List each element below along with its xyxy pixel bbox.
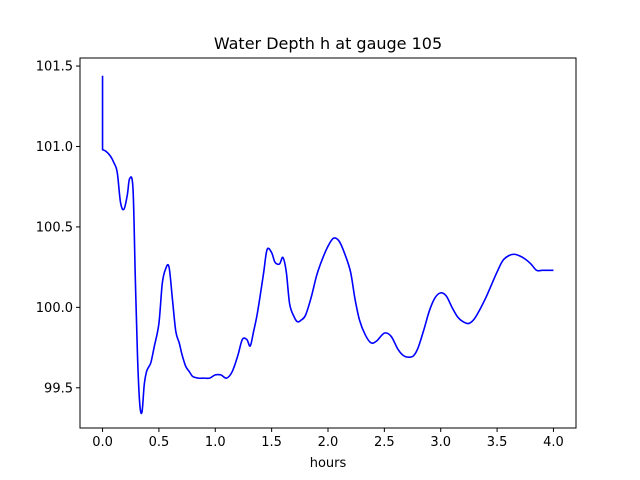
y-tick-label: 99.5 — [44, 381, 73, 396]
x-tick-label: 1.0 — [205, 435, 226, 450]
y-tick-label: 100.5 — [36, 220, 73, 235]
x-axis-ticks: 0.0 0.5 1.0 1.5 2.0 2.5 3.0 3.5 4.0 — [92, 428, 564, 450]
y-axis-ticks: 99.5 100.0 100.5 101.0 101.5 — [36, 60, 80, 396]
x-tick-label: 2.5 — [374, 435, 395, 450]
y-tick-label: 101.5 — [36, 60, 73, 75]
x-tick-label: 3.5 — [487, 435, 508, 450]
x-tick-label: 2.0 — [318, 435, 339, 450]
series-line — [101, 75, 554, 415]
y-tick-label: 100.0 — [36, 301, 73, 316]
chart-title: Water Depth h at gauge 105 — [214, 34, 442, 53]
series-layer — [101, 75, 554, 415]
x-tick-label: 0.5 — [149, 435, 170, 450]
y-tick-label: 101.0 — [36, 140, 73, 155]
x-tick-label: 0.0 — [92, 435, 113, 450]
x-tick-label: 1.5 — [261, 435, 282, 450]
x-tick-label: 3.0 — [430, 435, 451, 450]
x-tick-label: 4.0 — [543, 435, 564, 450]
x-axis-label: hours — [310, 456, 347, 471]
